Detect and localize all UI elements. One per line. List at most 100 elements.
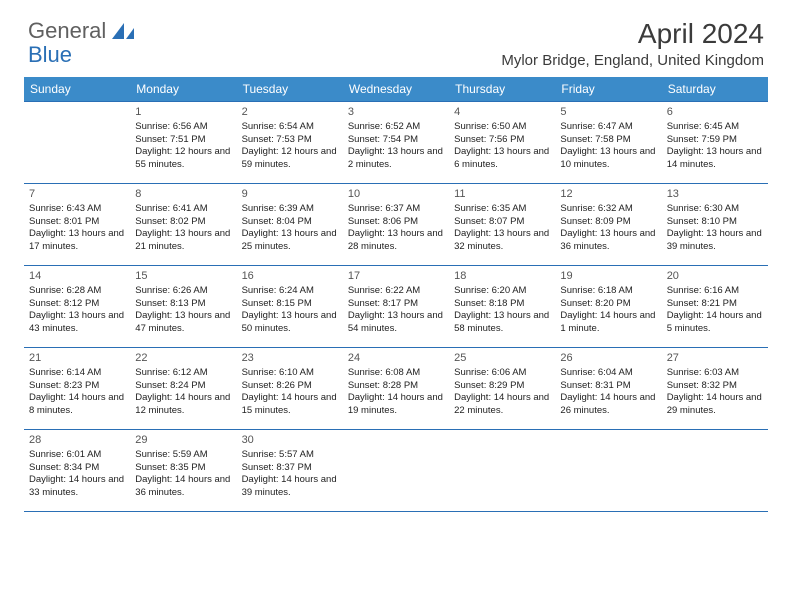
sunrise-line: Sunrise: 5:57 AM [242,449,338,462]
sunset-line: Sunset: 7:56 PM [454,134,550,147]
sunrise-line: Sunrise: 6:14 AM [29,367,125,380]
calendar-day-cell: 13Sunrise: 6:30 AMSunset: 8:10 PMDayligh… [662,184,768,266]
daylight-line: Daylight: 14 hours and 1 minute. [560,310,656,336]
sunrise-line: Sunrise: 6:54 AM [242,121,338,134]
daylight-line: Daylight: 14 hours and 22 minutes. [454,392,550,418]
sunrise-line: Sunrise: 6:35 AM [454,203,550,216]
sunrise-line: Sunrise: 6:18 AM [560,285,656,298]
sunset-line: Sunset: 8:13 PM [135,298,231,311]
day-number: 15 [135,269,231,284]
day-number: 16 [242,269,338,284]
daylight-line: Daylight: 13 hours and 14 minutes. [667,146,763,172]
day-header: Friday [555,77,661,102]
day-number: 8 [135,187,231,202]
calendar-day-cell [449,430,555,512]
sunrise-line: Sunrise: 6:43 AM [29,203,125,216]
calendar-week-row: 21Sunrise: 6:14 AMSunset: 8:23 PMDayligh… [24,348,768,430]
day-header: Tuesday [237,77,343,102]
sunset-line: Sunset: 8:02 PM [135,216,231,229]
daylight-line: Daylight: 14 hours and 12 minutes. [135,392,231,418]
calendar-day-cell: 1Sunrise: 6:56 AMSunset: 7:51 PMDaylight… [130,102,236,184]
sunrise-line: Sunrise: 6:41 AM [135,203,231,216]
day-number: 30 [242,433,338,448]
logo-sail-icon [110,21,138,41]
day-number: 1 [135,105,231,120]
day-number: 10 [348,187,444,202]
calendar-week-row: 1Sunrise: 6:56 AMSunset: 7:51 PMDaylight… [24,102,768,184]
day-header: Monday [130,77,236,102]
daylight-line: Daylight: 13 hours and 17 minutes. [29,228,125,254]
daylight-line: Daylight: 14 hours and 26 minutes. [560,392,656,418]
calendar-day-cell: 20Sunrise: 6:16 AMSunset: 8:21 PMDayligh… [662,266,768,348]
daylight-line: Daylight: 13 hours and 28 minutes. [348,228,444,254]
day-number: 29 [135,433,231,448]
calendar-day-cell [24,102,130,184]
sunset-line: Sunset: 8:37 PM [242,462,338,475]
day-number: 7 [29,187,125,202]
sunrise-line: Sunrise: 6:10 AM [242,367,338,380]
day-number: 24 [348,351,444,366]
daylight-line: Daylight: 13 hours and 6 minutes. [454,146,550,172]
calendar-day-cell: 24Sunrise: 6:08 AMSunset: 8:28 PMDayligh… [343,348,449,430]
day-number: 22 [135,351,231,366]
sunset-line: Sunset: 8:17 PM [348,298,444,311]
sunrise-line: Sunrise: 6:39 AM [242,203,338,216]
calendar-day-cell: 19Sunrise: 6:18 AMSunset: 8:20 PMDayligh… [555,266,661,348]
sunrise-line: Sunrise: 6:32 AM [560,203,656,216]
calendar-week-row: 7Sunrise: 6:43 AMSunset: 8:01 PMDaylight… [24,184,768,266]
sunrise-line: Sunrise: 6:52 AM [348,121,444,134]
day-number: 27 [667,351,763,366]
calendar-day-cell: 17Sunrise: 6:22 AMSunset: 8:17 PMDayligh… [343,266,449,348]
day-number: 21 [29,351,125,366]
sunrise-line: Sunrise: 6:26 AM [135,285,231,298]
daylight-line: Daylight: 13 hours and 50 minutes. [242,310,338,336]
sunrise-line: Sunrise: 5:59 AM [135,449,231,462]
sunrise-line: Sunrise: 6:12 AM [135,367,231,380]
sunset-line: Sunset: 8:21 PM [667,298,763,311]
daylight-line: Daylight: 12 hours and 55 minutes. [135,146,231,172]
day-number: 4 [454,105,550,120]
daylight-line: Daylight: 14 hours and 29 minutes. [667,392,763,418]
sunset-line: Sunset: 8:24 PM [135,380,231,393]
calendar-day-cell: 18Sunrise: 6:20 AMSunset: 8:18 PMDayligh… [449,266,555,348]
calendar-day-cell: 4Sunrise: 6:50 AMSunset: 7:56 PMDaylight… [449,102,555,184]
calendar-day-cell [555,430,661,512]
logo-text-blue: Blue [28,42,72,68]
sunset-line: Sunset: 8:10 PM [667,216,763,229]
calendar-day-cell: 28Sunrise: 6:01 AMSunset: 8:34 PMDayligh… [24,430,130,512]
calendar-day-cell: 25Sunrise: 6:06 AMSunset: 8:29 PMDayligh… [449,348,555,430]
sunset-line: Sunset: 8:20 PM [560,298,656,311]
daylight-line: Daylight: 14 hours and 33 minutes. [29,474,125,500]
calendar-day-cell: 23Sunrise: 6:10 AMSunset: 8:26 PMDayligh… [237,348,343,430]
calendar-day-cell [343,430,449,512]
daylight-line: Daylight: 13 hours and 58 minutes. [454,310,550,336]
location-text: Mylor Bridge, England, United Kingdom [501,52,764,69]
daylight-line: Daylight: 13 hours and 32 minutes. [454,228,550,254]
calendar-day-cell: 12Sunrise: 6:32 AMSunset: 8:09 PMDayligh… [555,184,661,266]
calendar-day-cell: 15Sunrise: 6:26 AMSunset: 8:13 PMDayligh… [130,266,236,348]
sunrise-line: Sunrise: 6:22 AM [348,285,444,298]
calendar-week-row: 28Sunrise: 6:01 AMSunset: 8:34 PMDayligh… [24,430,768,512]
sunrise-line: Sunrise: 6:28 AM [29,285,125,298]
sunset-line: Sunset: 8:09 PM [560,216,656,229]
calendar-week-row: 14Sunrise: 6:28 AMSunset: 8:12 PMDayligh… [24,266,768,348]
sunrise-line: Sunrise: 6:30 AM [667,203,763,216]
calendar-body: 1Sunrise: 6:56 AMSunset: 7:51 PMDaylight… [24,102,768,512]
calendar-day-cell: 14Sunrise: 6:28 AMSunset: 8:12 PMDayligh… [24,266,130,348]
calendar-day-cell: 5Sunrise: 6:47 AMSunset: 7:58 PMDaylight… [555,102,661,184]
title-block: April 2024 Mylor Bridge, England, United… [501,18,764,69]
daylight-line: Daylight: 14 hours and 19 minutes. [348,392,444,418]
calendar-day-cell: 26Sunrise: 6:04 AMSunset: 8:31 PMDayligh… [555,348,661,430]
logo-text-general: General [28,18,106,44]
sunset-line: Sunset: 7:54 PM [348,134,444,147]
sunrise-line: Sunrise: 6:16 AM [667,285,763,298]
sunrise-line: Sunrise: 6:08 AM [348,367,444,380]
calendar-day-cell: 11Sunrise: 6:35 AMSunset: 8:07 PMDayligh… [449,184,555,266]
day-number: 11 [454,187,550,202]
daylight-line: Daylight: 13 hours and 36 minutes. [560,228,656,254]
sunrise-line: Sunrise: 6:45 AM [667,121,763,134]
sunrise-line: Sunrise: 6:01 AM [29,449,125,462]
calendar-day-cell: 30Sunrise: 5:57 AMSunset: 8:37 PMDayligh… [237,430,343,512]
sunset-line: Sunset: 8:31 PM [560,380,656,393]
logo: General [28,18,138,44]
